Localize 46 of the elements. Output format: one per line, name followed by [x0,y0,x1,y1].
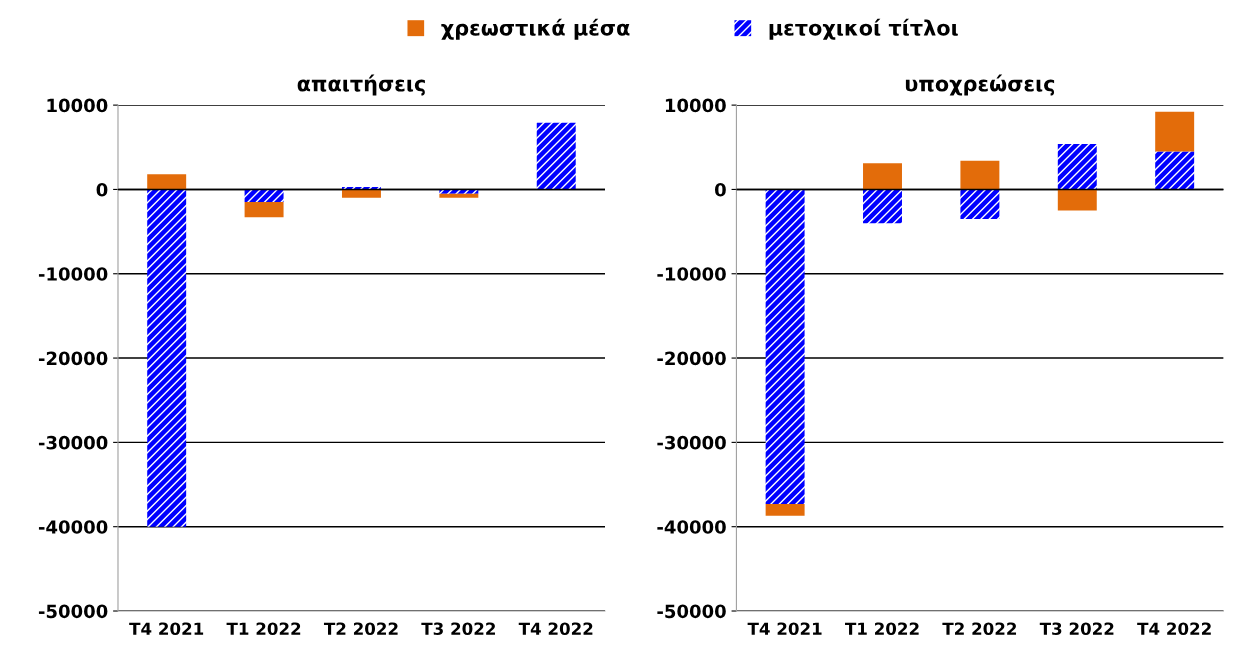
legend-label: χρεωστικά μέσα [441,18,630,40]
y-tick-label: -50000 [657,604,726,619]
y-tick-label: -30000 [657,435,726,450]
legend-label: μετοχικοί τίτλοι [769,18,958,40]
y-tick-label: 0 [715,182,726,197]
x-tick-label: T2 2022 [942,622,1017,636]
bar [863,163,902,190]
y-tick-label: 10000 [665,98,726,113]
bar [147,174,187,190]
bar [765,189,805,504]
x-tick-label: T2 2022 [323,622,398,636]
y-tick-label: -30000 [38,435,108,450]
x-tick-label: T3 2022 [421,622,495,636]
bar [1057,143,1097,190]
bar [244,189,284,203]
chart-title: υποχρεώσεις [905,74,1055,96]
bar [341,189,381,198]
bar [439,193,479,198]
x-tick-label: T3 2022 [1039,622,1114,636]
x-tick-label: T4 2022 [518,622,593,636]
y-tick-label: -40000 [657,520,726,534]
bar [1057,189,1097,211]
x-tick-label: T4 2021 [747,622,822,636]
bar [863,189,902,224]
y-tick-label: -20000 [657,351,726,366]
bar [960,189,1000,219]
bar [765,503,805,516]
x-tick-label: T1 2022 [226,622,301,636]
chart-title: απαιτήσεις [297,74,425,96]
bar [1155,111,1195,152]
bar [1155,151,1195,190]
y-tick-label: -50000 [38,604,108,619]
y-tick-label: 10000 [47,98,108,113]
x-tick-label: T1 2022 [845,622,919,636]
y-tick-label: -20000 [38,351,108,366]
x-tick-label: T4 2022 [1137,622,1211,636]
bar [439,189,479,194]
bar [244,202,284,218]
x-tick-label: T4 2021 [129,622,204,636]
bar [536,122,576,190]
y-tick-label: -10000 [38,267,108,281]
y-tick-label: -40000 [38,520,108,534]
y-tick-label: 0 [96,182,108,197]
bar [147,189,187,527]
y-tick-label: -10000 [657,267,726,281]
bar [960,160,1000,190]
